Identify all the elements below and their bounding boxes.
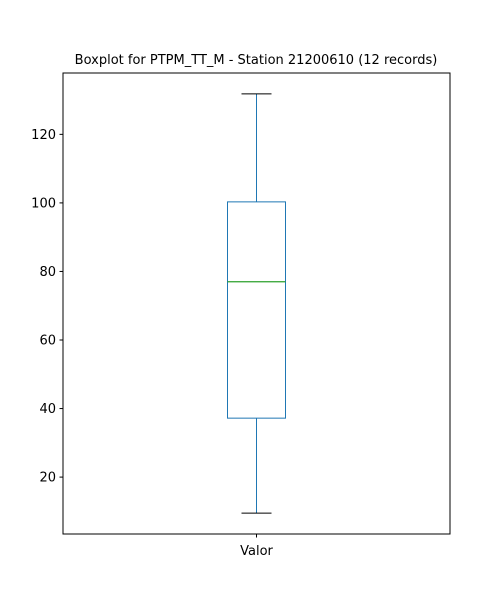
y-tick-label: 100	[31, 196, 56, 211]
box-group	[228, 94, 286, 513]
y-tick-label: 60	[39, 334, 56, 349]
y-tick-label: 80	[39, 265, 56, 280]
x-tick-label: Valor	[240, 544, 273, 559]
y-axis: 20 40 60 80 100 120	[31, 128, 63, 486]
interquartile-box	[228, 202, 286, 418]
y-tick-label: 20	[39, 471, 56, 486]
x-axis: Valor	[240, 534, 273, 559]
y-tick-label: 120	[31, 128, 56, 143]
y-tick-label: 40	[39, 402, 56, 417]
chart-title: Boxplot for PTPM_TT_M - Station 21200610…	[75, 53, 438, 68]
